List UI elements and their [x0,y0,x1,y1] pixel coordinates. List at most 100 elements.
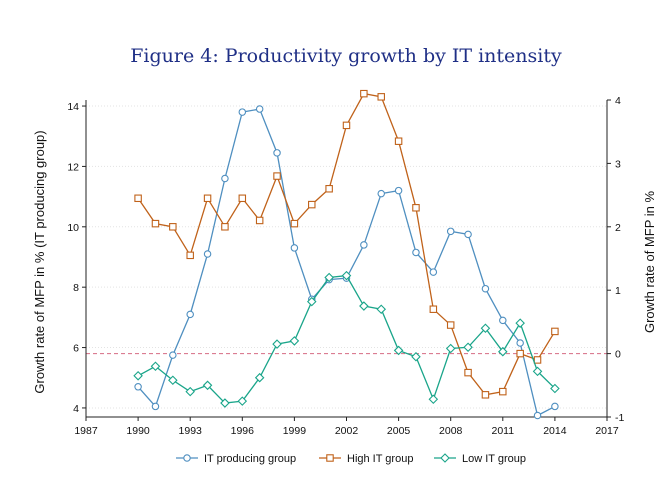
data-point-low-it-group [411,351,421,362]
y-tick-label-right: 4 [615,95,621,107]
data-point-low-it-group [324,272,334,283]
data-point-low-it-group [498,346,508,357]
data-point-high-it-group [516,349,524,358]
data-point-it-producing-group [169,351,177,359]
data-point-it-producing-group [203,250,212,258]
data-point-low-it-group [237,396,248,406]
data-point-high-it-group [464,368,472,377]
data-point-high-it-group [394,137,403,145]
legend-swatch-marker [183,454,191,462]
y-axis-label-left: Growth rate of MFP in % (IT producing gr… [32,130,47,393]
data-point-low-it-group [185,386,195,397]
data-point-high-it-group [221,223,229,231]
data-point-low-it-group [463,342,473,353]
y-tick-label-right: 3 [615,158,621,170]
legend: IT producing group High IT group Low IT gr… [176,453,526,465]
series-line-it-producing-group [137,108,556,417]
y-tick-label-right: -1 [615,412,624,424]
data-point-low-it-group [150,361,161,372]
data-point-it-producing-group [273,149,281,157]
series-layer [133,89,560,420]
data-point-it-producing-group [412,248,420,257]
data-point-high-it-group [151,219,160,228]
y-tick-label-left: 8 [73,282,79,294]
data-point-it-producing-group [377,189,385,198]
data-point-high-it-group [134,194,142,203]
x-tick-label: 2008 [439,425,463,437]
data-point-low-it-group [550,383,560,394]
grid-lines [86,105,607,409]
data-point-low-it-group [515,318,525,328]
data-point-it-producing-group [446,227,455,236]
x-tick-label: 1990 [126,425,150,437]
data-point-low-it-group [220,398,230,408]
y-tick-label-left: 14 [67,101,79,113]
data-point-it-producing-group [464,230,472,239]
x-tick-label: 1999 [283,425,307,437]
data-point-high-it-group [169,223,177,231]
y-tick-label-left: 12 [67,161,79,173]
data-point-it-producing-group [499,316,507,325]
legend-item-it-producing-group: IT producing group [176,453,296,465]
series-it-producing-group [134,105,559,420]
data-point-it-producing-group [151,402,160,411]
x-tick-label: 2005 [387,425,411,437]
data-point-high-it-group [429,305,438,313]
data-point-low-it-group [168,375,178,386]
data-point-high-it-group [533,356,542,364]
data-point-low-it-group [306,296,317,307]
data-point-high-it-group [551,327,559,336]
legend-swatch-marker [326,454,334,462]
data-point-it-producing-group [290,244,299,252]
data-point-high-it-group [377,93,385,101]
y-tick-label-left: 6 [73,343,79,355]
data-point-high-it-group [499,387,507,396]
data-point-low-it-group [480,323,491,334]
data-point-low-it-group [289,336,300,346]
data-point-low-it-group [428,394,439,405]
data-point-low-it-group [445,343,456,354]
y-tick-label-right: 2 [615,222,621,234]
series-low-it-group [133,270,560,408]
data-point-high-it-group [325,185,333,193]
data-point-low-it-group [393,345,404,356]
x-tick-label: 1996 [231,425,255,437]
data-point-it-producing-group [533,411,542,420]
series-line-low-it-group [137,274,556,404]
data-point-low-it-group [133,371,143,381]
data-point-it-producing-group [394,186,403,195]
y-tick-label-right: 0 [615,349,621,361]
x-tick-label: 2011 [492,425,515,437]
data-point-it-producing-group [516,339,524,347]
x-tick-label: 2017 [595,425,619,437]
data-point-it-producing-group [238,108,247,116]
data-point-high-it-group [360,89,368,98]
data-point-it-producing-group [255,105,264,113]
data-point-it-producing-group [134,383,142,391]
data-point-it-producing-group [481,284,490,293]
legend-item-high-it-group: High IT group [319,453,413,465]
legend-label: High IT group [347,453,413,465]
y-tick-label-left: 4 [73,403,79,415]
y-tick-label-left: 10 [67,222,79,234]
data-point-low-it-group [359,301,369,311]
legend-label: Low IT group [462,453,526,465]
series-line-high-it-group [137,92,556,396]
data-point-it-producing-group [221,174,229,183]
data-point-low-it-group [341,270,352,281]
x-tick-label: 1993 [179,425,203,437]
data-point-high-it-group [186,251,194,260]
data-point-low-it-group [272,339,282,349]
data-point-high-it-group [412,204,420,212]
data-point-it-producing-group [429,268,438,276]
series-high-it-group [134,89,559,399]
data-point-high-it-group [255,216,264,225]
data-point-low-it-group [254,372,265,383]
legend-swatch-marker [440,453,450,463]
data-point-it-producing-group [360,241,368,249]
y-tick-label-right: 1 [615,285,621,297]
x-tick-label: 2014 [543,425,567,437]
data-point-high-it-group [290,219,299,228]
legend-label: IT producing group [204,453,296,465]
